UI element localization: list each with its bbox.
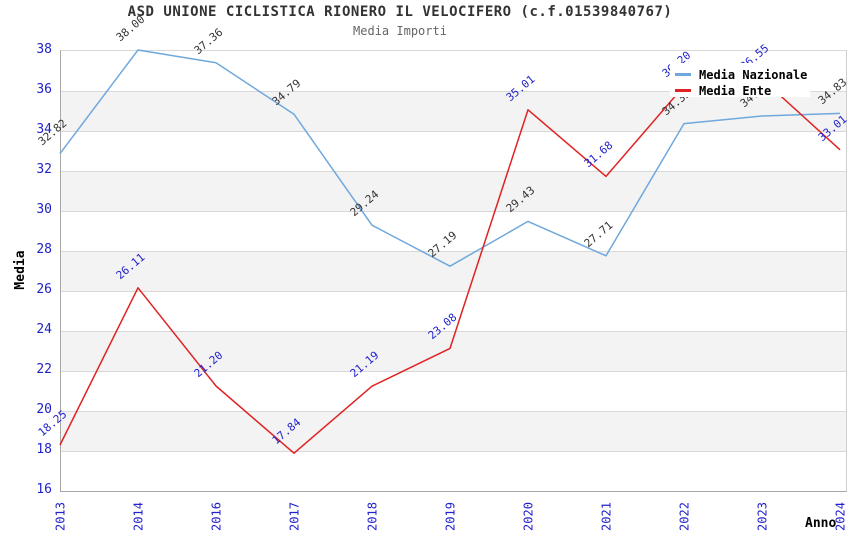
legend-item: Media Ente bbox=[675, 83, 810, 98]
plot-area bbox=[60, 50, 847, 492]
y-tick-label: 38 bbox=[36, 42, 52, 57]
x-tick-label: 2017 bbox=[287, 502, 302, 531]
y-tick-label: 22 bbox=[36, 362, 52, 377]
x-tick-label: 2021 bbox=[599, 502, 614, 531]
y-tick-label: 36 bbox=[36, 82, 52, 97]
grid-band bbox=[61, 411, 846, 451]
gridline bbox=[61, 291, 846, 292]
gridline bbox=[61, 411, 846, 412]
chart-title: ASD UNIONE CICLISTICA RIONERO IL VELOCIF… bbox=[127, 4, 673, 20]
y-tick-label: 30 bbox=[36, 202, 52, 217]
legend-item: Media Nazionale bbox=[675, 67, 810, 82]
y-tick-label: 16 bbox=[36, 482, 52, 497]
chart-header: ASD UNIONE CICLISTICA RIONERO IL VELOCIF… bbox=[0, 4, 800, 38]
x-tick-label: 2022 bbox=[677, 502, 692, 531]
legend-line-swatch bbox=[675, 73, 691, 76]
gridline bbox=[61, 451, 846, 452]
x-tick-label: 2019 bbox=[443, 502, 458, 531]
grid-band bbox=[61, 251, 846, 291]
gridline bbox=[61, 171, 846, 172]
gridline bbox=[61, 251, 846, 252]
y-tick-label: 26 bbox=[36, 282, 52, 297]
gridline bbox=[61, 371, 846, 372]
y-tick-label: 32 bbox=[36, 162, 52, 177]
y-tick-label: 28 bbox=[36, 242, 52, 257]
legend-line-swatch bbox=[675, 89, 691, 92]
legend-item-label: Media Ente bbox=[699, 83, 772, 98]
grid-band bbox=[61, 171, 846, 211]
y-tick-label: 34 bbox=[36, 122, 52, 137]
x-tick-label: 2018 bbox=[365, 502, 380, 531]
x-tick-label: 2020 bbox=[521, 502, 536, 531]
x-axis-title: Anno bbox=[805, 516, 837, 531]
grid-band bbox=[61, 331, 846, 371]
gridline bbox=[61, 131, 846, 132]
y-tick-label: 18 bbox=[36, 442, 52, 457]
x-tick-label: 2023 bbox=[755, 502, 770, 531]
legend-item-label: Media Nazionale bbox=[699, 67, 808, 82]
x-tick-label: 2016 bbox=[209, 502, 224, 531]
x-tick-label: 2013 bbox=[53, 502, 68, 531]
chart-subtitle: Media Importi bbox=[353, 24, 447, 38]
gridline bbox=[61, 211, 846, 212]
y-tick-label: 24 bbox=[36, 322, 52, 337]
x-tick-label: 2014 bbox=[131, 502, 146, 531]
y-tick-label: 20 bbox=[36, 402, 52, 417]
x-tick-label: 2024 bbox=[833, 502, 848, 531]
legend: Media Nazionale Media Ente bbox=[670, 63, 810, 98]
gridline bbox=[61, 331, 846, 332]
